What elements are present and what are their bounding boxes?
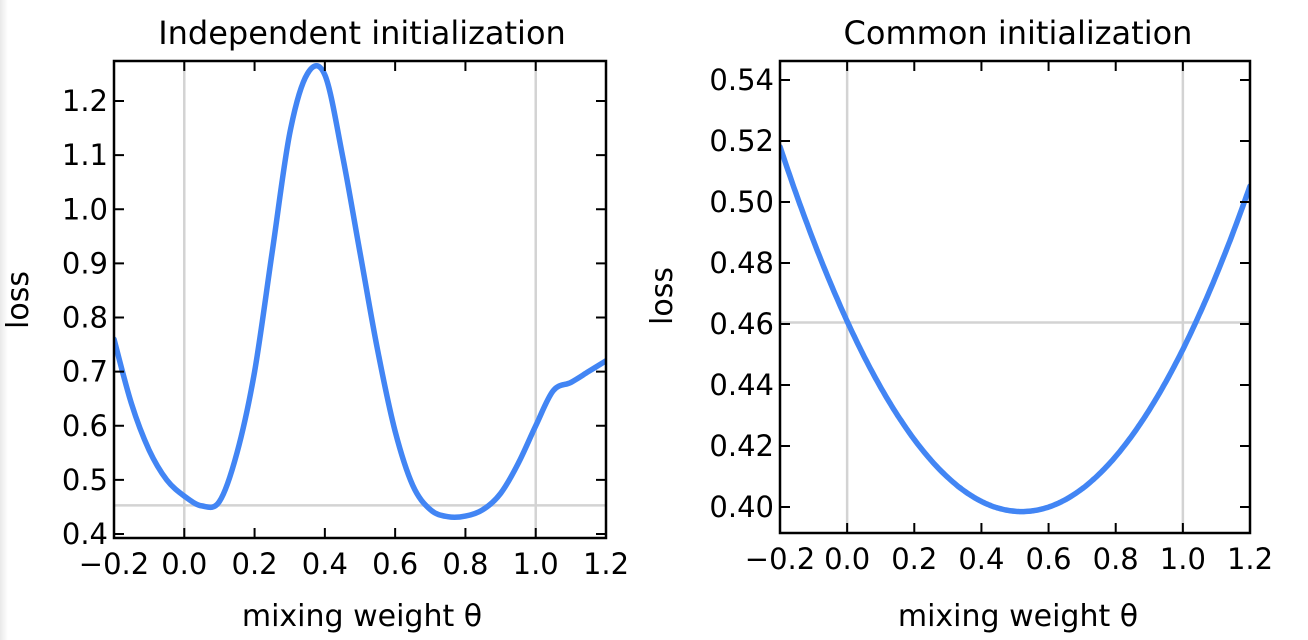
x-axis-label: mixing weight θ bbox=[242, 599, 482, 634]
x-tick-label: 1.0 bbox=[1160, 542, 1206, 576]
y-tick-label: 0.40 bbox=[709, 490, 774, 524]
y-tick-label: 0.4 bbox=[62, 517, 108, 551]
series-line-loss bbox=[114, 63, 606, 521]
y-tick-label: 0.48 bbox=[709, 246, 774, 280]
y-tick-label: 0.7 bbox=[62, 355, 108, 389]
x-tick-label: 0.8 bbox=[442, 547, 488, 581]
plot-frame bbox=[112, 59, 608, 540]
x-tick-label: 0.4 bbox=[302, 547, 348, 581]
y-tick-label: 0.50 bbox=[709, 185, 774, 219]
y-axis-label: loss bbox=[645, 267, 680, 325]
series-lines bbox=[780, 143, 1250, 515]
window-edge bbox=[0, 0, 8, 640]
reference-lines bbox=[114, 61, 606, 538]
y-tick-label: 0.6 bbox=[62, 409, 108, 443]
y-tick-label: 0.54 bbox=[709, 63, 774, 97]
y-tick-labels: 0.4 0.5 0.6 0.7 0.8 0.9 1.0 1.1 1.2 bbox=[62, 84, 108, 551]
ticks bbox=[779, 61, 1251, 533]
chart-title: Independent initialization bbox=[158, 14, 566, 52]
y-tick-label: 0.42 bbox=[709, 429, 774, 463]
x-tick-label: 0.0 bbox=[161, 547, 207, 581]
y-axis-label: loss bbox=[1, 271, 36, 329]
x-tick-labels: −0.2 0.0 0.2 0.4 0.6 0.8 1.0 1.2 bbox=[79, 547, 629, 581]
x-axis-label: mixing weight θ bbox=[898, 599, 1138, 634]
y-tick-label: 0.46 bbox=[709, 307, 774, 341]
series-line-loss bbox=[780, 143, 1250, 515]
y-tick-label: 1.0 bbox=[62, 192, 108, 226]
x-tick-label: 1.2 bbox=[1227, 542, 1273, 576]
chart-common: Common initialization mixing weight θ lo… bbox=[645, 14, 1273, 634]
x-tick-labels: −0.2 0.0 0.2 0.4 0.6 0.8 1.0 1.2 bbox=[745, 542, 1273, 576]
x-tick-label: 0.2 bbox=[232, 547, 278, 581]
reference-lines bbox=[780, 61, 1250, 533]
chart-independent: Independent initialization mixing weight… bbox=[1, 14, 629, 634]
y-tick-label: 0.52 bbox=[709, 124, 774, 158]
x-tick-label: 0.4 bbox=[958, 542, 1004, 576]
y-tick-label: 0.5 bbox=[62, 463, 108, 497]
chart-title: Common initialization bbox=[844, 14, 1193, 52]
y-tick-label: 1.2 bbox=[62, 84, 108, 118]
y-tick-label: 0.9 bbox=[62, 246, 108, 280]
y-tick-label: 0.8 bbox=[62, 301, 108, 335]
x-tick-label: 1.2 bbox=[583, 547, 629, 581]
x-tick-label: 0.2 bbox=[891, 542, 937, 576]
x-tick-label: 0.0 bbox=[824, 542, 870, 576]
x-tick-label: 0.6 bbox=[1026, 542, 1072, 576]
y-tick-labels: 0.40 0.42 0.44 0.46 0.48 0.50 0.52 0.54 bbox=[709, 63, 774, 524]
x-tick-label: 0.6 bbox=[372, 547, 418, 581]
x-tick-label: 1.0 bbox=[513, 547, 559, 581]
x-tick-label: −0.2 bbox=[745, 542, 815, 576]
y-tick-label: 1.1 bbox=[62, 138, 108, 172]
y-tick-label: 0.44 bbox=[709, 368, 774, 402]
plot-frame bbox=[778, 59, 1252, 535]
x-tick-label: −0.2 bbox=[79, 547, 149, 581]
series-lines bbox=[114, 63, 606, 521]
x-tick-label: 0.8 bbox=[1093, 542, 1139, 576]
ticks bbox=[113, 61, 607, 538]
